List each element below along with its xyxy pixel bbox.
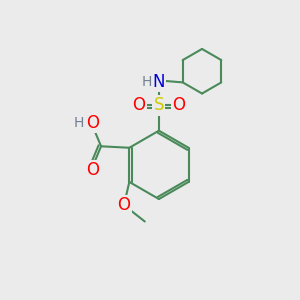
Text: H: H [74, 116, 84, 130]
Text: S: S [154, 96, 164, 114]
Text: N: N [153, 73, 165, 91]
Text: O: O [86, 161, 99, 179]
Text: O: O [172, 96, 185, 114]
Text: H: H [141, 75, 152, 88]
Text: O: O [118, 196, 130, 214]
Text: O: O [133, 96, 146, 114]
Text: O: O [86, 113, 99, 131]
